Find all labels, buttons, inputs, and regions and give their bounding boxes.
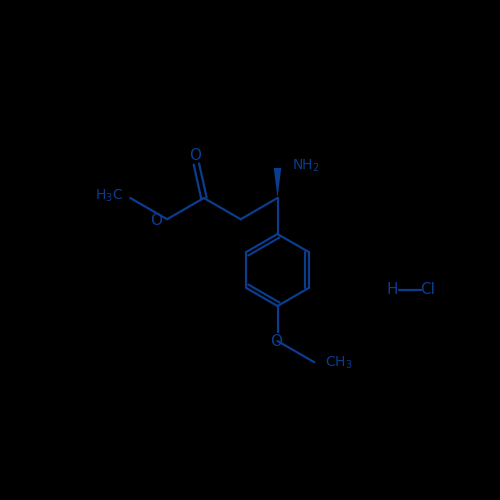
Text: H$_3$C: H$_3$C [94, 188, 123, 204]
Text: CH$_3$: CH$_3$ [326, 355, 353, 372]
Text: O: O [270, 334, 282, 348]
Text: O: O [150, 214, 162, 228]
Text: O: O [190, 148, 202, 162]
Text: NH$_2$: NH$_2$ [292, 158, 320, 174]
Text: H: H [387, 282, 398, 298]
Polygon shape [274, 168, 281, 198]
Text: Cl: Cl [420, 282, 435, 298]
